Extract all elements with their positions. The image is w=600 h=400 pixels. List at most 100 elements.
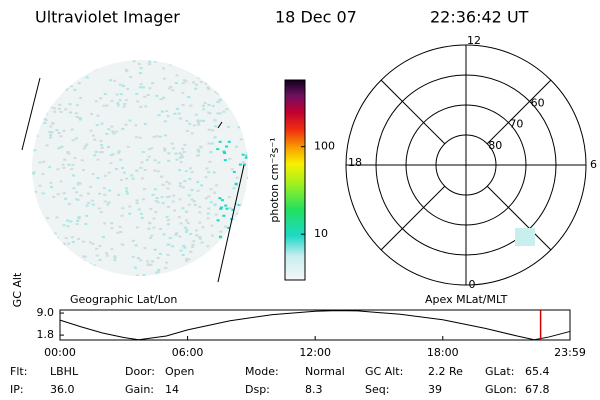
pixel	[179, 161, 183, 164]
pixel	[165, 195, 169, 198]
pixel	[227, 196, 231, 199]
pixel	[66, 150, 70, 153]
pixel	[131, 177, 135, 180]
status-value: 36.0	[50, 383, 75, 396]
pixel	[146, 263, 150, 266]
pixel	[225, 85, 229, 88]
pixel	[43, 229, 47, 232]
pixel	[33, 268, 37, 271]
pixel	[108, 79, 112, 82]
pixel	[139, 83, 143, 86]
pixel	[134, 244, 138, 247]
pixel	[178, 235, 182, 238]
pixel	[49, 134, 53, 137]
pixel	[131, 255, 135, 258]
pixel	[151, 193, 155, 196]
pixel	[183, 271, 187, 274]
pixel	[187, 258, 191, 261]
pixel	[56, 168, 60, 171]
colorbar	[284, 79, 306, 281]
pixel	[219, 237, 223, 240]
pixel	[121, 243, 125, 246]
pixel	[139, 166, 143, 169]
pixel	[51, 122, 55, 125]
pixel	[159, 98, 163, 101]
pixel	[124, 123, 128, 126]
pixel	[90, 113, 94, 116]
pixel	[237, 126, 241, 129]
pixel	[62, 248, 66, 251]
pixel	[137, 62, 141, 65]
pixel	[153, 159, 157, 162]
pixel	[222, 214, 226, 217]
pixel	[64, 197, 68, 200]
pixel	[183, 246, 187, 249]
pixel	[207, 171, 211, 174]
pixel	[147, 227, 151, 230]
pixel	[171, 89, 175, 92]
pixel	[67, 163, 71, 166]
pixel	[85, 76, 89, 79]
pixel	[192, 81, 196, 84]
pixel	[33, 106, 37, 109]
pixel	[125, 192, 129, 195]
pixel	[214, 213, 218, 216]
pixel	[93, 68, 97, 71]
pixel	[240, 237, 244, 240]
pixel	[148, 221, 152, 224]
pixel	[202, 108, 206, 111]
pixel	[167, 195, 171, 198]
polar-diagonal	[486, 185, 552, 251]
pixel	[67, 152, 71, 155]
pixel	[194, 83, 198, 86]
pixel	[198, 211, 202, 214]
pixel	[190, 189, 194, 192]
pixel	[245, 191, 248, 194]
pixel	[136, 100, 140, 103]
pixel	[111, 153, 115, 156]
pixel	[67, 203, 71, 206]
pixel	[190, 198, 194, 201]
pixel	[195, 234, 199, 237]
pixel	[121, 127, 125, 130]
pixel	[102, 63, 106, 66]
pixel	[213, 191, 217, 194]
pixel	[241, 153, 245, 156]
pixel	[196, 181, 200, 184]
pixel	[140, 177, 144, 180]
pixel	[228, 97, 232, 100]
pixel	[164, 134, 168, 137]
pixel	[74, 112, 78, 115]
pixel	[216, 92, 220, 95]
pixel	[33, 236, 37, 239]
pixel	[43, 117, 47, 120]
pixel	[238, 270, 242, 273]
pixel	[97, 207, 101, 210]
pixel	[139, 67, 143, 70]
pixel	[48, 233, 52, 236]
pixel	[109, 154, 113, 157]
pixel	[96, 114, 100, 117]
pixel	[72, 269, 76, 272]
pixel	[166, 223, 170, 226]
pixel	[212, 248, 216, 251]
pixel	[156, 256, 160, 259]
pixel	[105, 104, 109, 107]
pixel	[158, 135, 162, 138]
pixel	[106, 203, 110, 206]
pixel	[152, 217, 156, 220]
pixel	[62, 242, 66, 245]
pixel	[103, 92, 107, 95]
pixel	[72, 174, 76, 177]
pixel	[74, 137, 78, 140]
pixel	[198, 221, 202, 224]
pixel	[128, 119, 132, 122]
pixel	[183, 143, 187, 146]
pixel	[155, 135, 159, 138]
pixel	[77, 264, 81, 267]
pixel	[154, 199, 158, 202]
pixel	[94, 150, 98, 153]
pixel	[32, 190, 36, 193]
pixel	[156, 270, 160, 273]
pixel	[208, 256, 212, 259]
